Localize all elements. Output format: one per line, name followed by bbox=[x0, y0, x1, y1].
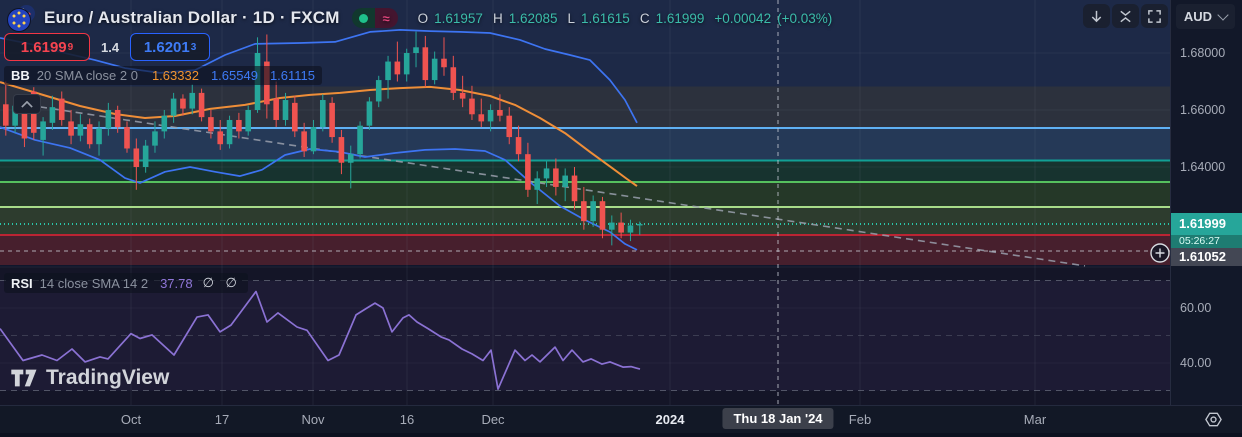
price-tick: 1.66000 bbox=[1180, 103, 1226, 117]
collapse-chevrons-icon bbox=[1120, 10, 1131, 22]
rsi-tick: 40.00 bbox=[1180, 356, 1212, 370]
time-tick-label: Mar bbox=[1023, 412, 1047, 427]
chevron-up-icon bbox=[21, 100, 33, 108]
price-tick: 1.64000 bbox=[1180, 160, 1226, 174]
plus-circle-icon bbox=[1150, 243, 1170, 263]
bb-indicator-legend[interactable]: BB 20 SMA close 2 0 1.63332 1.65549 1.61… bbox=[4, 66, 323, 85]
time-tick-label: 2024 bbox=[655, 412, 685, 427]
close-value: 1.61999 bbox=[655, 10, 705, 26]
time-tick-label: 17 bbox=[214, 412, 230, 427]
buy-price-sup: 3 bbox=[190, 41, 197, 53]
price-tick: 1.68000 bbox=[1180, 46, 1226, 60]
legend-collapse-button[interactable] bbox=[13, 94, 41, 114]
rsi-tick: 60.00 bbox=[1180, 301, 1212, 315]
tradingview-logo-icon bbox=[11, 369, 37, 387]
close-label: C bbox=[639, 10, 650, 26]
collapse-pane-button[interactable] bbox=[1112, 4, 1139, 28]
fullscreen-icon bbox=[1148, 9, 1161, 23]
market-status-pill[interactable]: ≈ bbox=[351, 8, 398, 28]
order-panel: 1.6199 9 1.4 1.6201 3 bbox=[4, 33, 211, 61]
buy-price: 1.6201 bbox=[143, 38, 190, 56]
chart-header: Euro / Australian Dollar · 1D · FXCM ≈ O… bbox=[8, 5, 832, 31]
bb-basis-value: 1.63332 bbox=[151, 68, 199, 83]
sell-button[interactable]: 1.6199 9 bbox=[4, 33, 90, 61]
sell-price-sup: 9 bbox=[67, 41, 74, 53]
currency-label: AUD bbox=[1183, 9, 1213, 24]
bottom-strip bbox=[0, 433, 1242, 437]
timezone-settings-button[interactable] bbox=[1201, 408, 1225, 430]
time-tick-label: Feb bbox=[848, 412, 872, 427]
time-scale[interactable]: Oct 17 Nov 16 Dec 2024 Feb Mar bbox=[0, 405, 1242, 434]
add-alert-plus-button[interactable] bbox=[1149, 242, 1171, 264]
tradingview-watermark: TradingView bbox=[10, 366, 169, 390]
time-tick-label: Oct bbox=[120, 412, 142, 427]
open-value: 1.61957 bbox=[434, 10, 483, 26]
crosshair-date-label: Thu 18 Jan '24 bbox=[722, 408, 834, 429]
ohlc-readout: O 1.61957 H 1.62085 L 1.61615 C 1.61999 +0.0… bbox=[418, 11, 833, 26]
bb-params: 20 SMA close 2 0 bbox=[36, 68, 138, 83]
bar-countdown-label: 05:26:27 bbox=[1171, 235, 1242, 248]
high-label: H bbox=[492, 10, 503, 26]
price-scale[interactable]: 1.68000 1.66000 1.64000 1.61999 05:26:27… bbox=[1170, 0, 1242, 437]
bb-lower-value: 1.61115 bbox=[269, 68, 316, 83]
arrow-down-icon bbox=[1091, 10, 1102, 22]
time-tick-label: Dec bbox=[481, 412, 505, 427]
crosshair-price-label: 1.61052 bbox=[1171, 248, 1242, 266]
time-tick-label: 16 bbox=[399, 412, 415, 427]
buy-button[interactable]: 1.6201 3 bbox=[130, 33, 211, 61]
high-value: 1.62085 bbox=[508, 10, 558, 26]
watermark-text: TradingView bbox=[46, 366, 170, 389]
rsi-value: 37.78 bbox=[160, 275, 193, 291]
low-value: 1.61615 bbox=[581, 10, 630, 26]
rsi-name: RSI bbox=[11, 275, 33, 291]
bb-upper-value: 1.65549 bbox=[210, 68, 258, 83]
rsi-params: 14 close SMA 14 2 bbox=[39, 275, 149, 291]
symbol-pair-icon bbox=[8, 5, 35, 31]
currency-dropdown[interactable]: AUD bbox=[1176, 4, 1235, 29]
bb-name: BB bbox=[11, 68, 30, 83]
symbol-title[interactable]: Euro / Australian Dollar · 1D · FXCM bbox=[44, 8, 340, 27]
rsi-empty-values: ∅ ∅ bbox=[202, 275, 241, 290]
scroll-down-button[interactable] bbox=[1083, 4, 1110, 28]
spread-value: 1.4 bbox=[101, 39, 120, 55]
alerts-waves-icon: ≈ bbox=[374, 8, 398, 28]
maximize-pane-button[interactable] bbox=[1141, 4, 1168, 28]
change-percent: (+0.03%) bbox=[777, 10, 833, 26]
market-open-dot-icon bbox=[351, 8, 375, 28]
rsi-indicator-legend[interactable]: RSI 14 close SMA 14 2 37.78 ∅ ∅ bbox=[4, 273, 248, 293]
current-price-label: 1.61999 bbox=[1171, 213, 1242, 235]
hexagon-settings-icon bbox=[1204, 412, 1222, 426]
low-label: L bbox=[567, 10, 576, 26]
chevron-down-icon bbox=[1217, 8, 1229, 21]
open-label: O bbox=[417, 10, 429, 26]
eur-flag-icon bbox=[8, 9, 30, 31]
change-value: +0.00042 bbox=[714, 10, 772, 26]
time-tick-label: Nov bbox=[301, 412, 325, 427]
sell-price: 1.6199 bbox=[20, 38, 67, 56]
